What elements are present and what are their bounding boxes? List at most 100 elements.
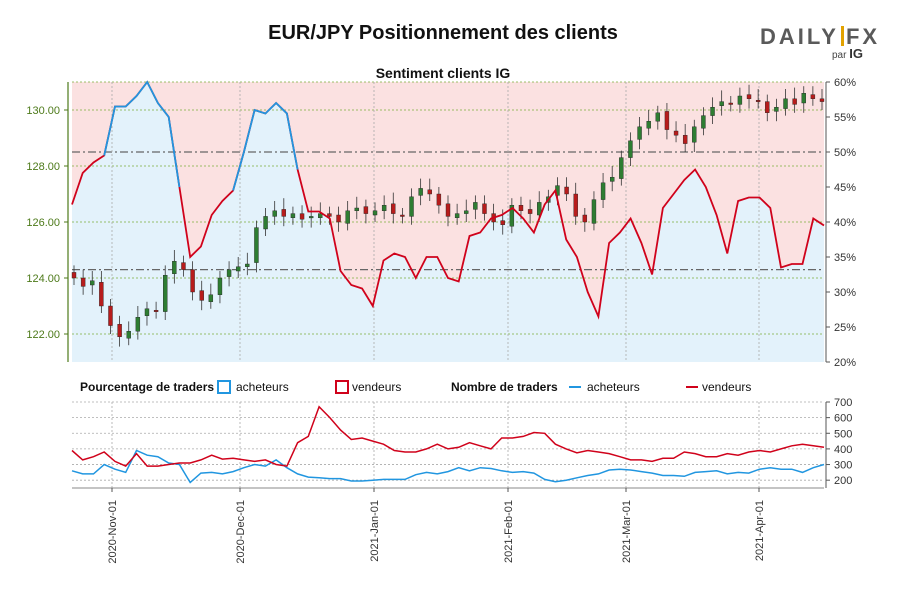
chart-subtitle: Sentiment clients IG <box>375 65 511 81</box>
candle-body <box>792 98 797 105</box>
price-tick-label: 128.00 <box>26 161 60 173</box>
percent-tick-label: 25% <box>834 322 856 334</box>
percent-tick-label: 40% <box>834 217 856 229</box>
date-tick-label: 2020-Nov-01 <box>107 500 119 564</box>
candle-body <box>582 214 588 223</box>
percent-tick-label: 20% <box>834 357 856 369</box>
candle-body <box>144 308 150 316</box>
candle-body <box>527 209 533 214</box>
date-tick-label: 2020-Dec-01 <box>235 500 247 564</box>
candle-body <box>710 106 715 116</box>
candle-body <box>181 262 186 270</box>
candle-body <box>172 261 177 275</box>
count-tick-label: 300 <box>834 460 852 472</box>
candle-body <box>692 126 697 143</box>
candle-body <box>746 94 752 99</box>
percent-tick-label: 30% <box>834 287 856 299</box>
legend-percent-title: Pourcentage de traders <box>80 380 214 394</box>
candle-body <box>637 126 642 140</box>
price-tick-label: 130.00 <box>26 105 60 117</box>
count-tick-label: 700 <box>834 397 852 409</box>
candle-body <box>454 213 460 219</box>
count-panel-grid <box>72 401 824 488</box>
candle-body <box>71 272 77 279</box>
candle-body <box>755 99 761 102</box>
candle-body <box>318 213 323 219</box>
chart-title: EUR/JPY Positionnement des clients <box>268 22 618 44</box>
legend-buyers-box <box>217 380 231 394</box>
candle-body <box>226 269 232 277</box>
main-panel-axes: 122.00 124.00 126.00 128.00 130.00 20% 25% 30% 3… <box>26 77 856 369</box>
candle-body <box>208 294 214 302</box>
candle-body <box>381 204 387 211</box>
ig-logo: par IG <box>832 46 863 61</box>
legend: Pourcentage de traders acheteurs vendeur… <box>80 380 751 394</box>
candle-body <box>90 280 95 286</box>
count-tick-label: 500 <box>834 428 852 440</box>
date-tick-label: 2021-Jan-01 <box>369 500 381 562</box>
candle-body <box>609 176 615 182</box>
candle-body <box>646 120 651 129</box>
candle-body <box>600 182 606 200</box>
candle-body <box>199 290 204 301</box>
legend-buyers-label: acheteurs <box>236 380 289 394</box>
percent-buyers-line <box>71 80 825 320</box>
legend-sellers-box <box>335 380 349 394</box>
count-buyers-line <box>71 449 825 484</box>
candle-body <box>299 213 305 220</box>
candle-body <box>728 102 733 105</box>
logo-ig-text: IG <box>849 46 863 61</box>
candle-body <box>235 266 241 272</box>
candle-body <box>254 227 259 263</box>
count-panel-lines <box>71 405 825 484</box>
candle-body <box>126 331 131 339</box>
candle-body <box>464 210 469 214</box>
price-tick-label: 126.00 <box>26 217 60 229</box>
candle-body <box>327 213 332 217</box>
date-tick-label: 2021-Apr-01 <box>754 500 766 561</box>
candle-body <box>108 305 113 326</box>
percent-tick-label: 45% <box>834 182 856 194</box>
candle-body <box>801 92 806 104</box>
percent-buyers-line-segment <box>103 80 299 191</box>
candle-body <box>117 324 122 338</box>
candle-body <box>153 310 159 312</box>
candle-body <box>564 186 569 195</box>
legend-count-sellers-label: vendeurs <box>702 380 751 394</box>
date-axis: 2020-Nov-01 2020-Dec-01 2021-Jan-01 2021-Fe… <box>107 488 766 564</box>
price-tick-label: 124.00 <box>26 273 60 285</box>
count-panel-axes: 200 300 400 500 600 700 <box>72 397 852 489</box>
candle-body <box>163 275 168 312</box>
legend-count-buyers-label: acheteurs <box>587 380 640 394</box>
dailyfx-logo: DAILY FX <box>760 24 881 49</box>
candle-body <box>263 216 268 230</box>
candle-body <box>427 189 432 195</box>
candle-body <box>509 204 515 227</box>
candle-body <box>737 95 743 105</box>
candle-body <box>518 204 524 211</box>
candle-body <box>272 210 277 217</box>
percent-sellers-line <box>71 80 825 320</box>
candle-body <box>573 193 578 217</box>
candle-body <box>445 203 451 217</box>
candle-body <box>354 207 359 211</box>
candle-body <box>245 263 250 267</box>
candle-body <box>537 202 542 216</box>
candle-body <box>719 101 724 106</box>
count-tick-label: 400 <box>834 444 852 456</box>
candle-body <box>783 98 788 109</box>
candle-body <box>774 106 779 112</box>
candle-body <box>400 214 405 217</box>
candle-body <box>819 98 825 102</box>
count-tick-label: 200 <box>834 475 852 487</box>
candle-body <box>701 115 706 129</box>
price-tick-label: 122.00 <box>26 329 60 341</box>
candle-body <box>682 134 688 144</box>
percent-tick-label: 50% <box>834 147 856 159</box>
candle-body <box>482 203 487 214</box>
price-candles <box>71 84 825 347</box>
logo-by-text: par <box>832 50 847 61</box>
candle-body <box>190 269 195 293</box>
date-tick-label: 2021-Feb-01 <box>503 500 515 563</box>
